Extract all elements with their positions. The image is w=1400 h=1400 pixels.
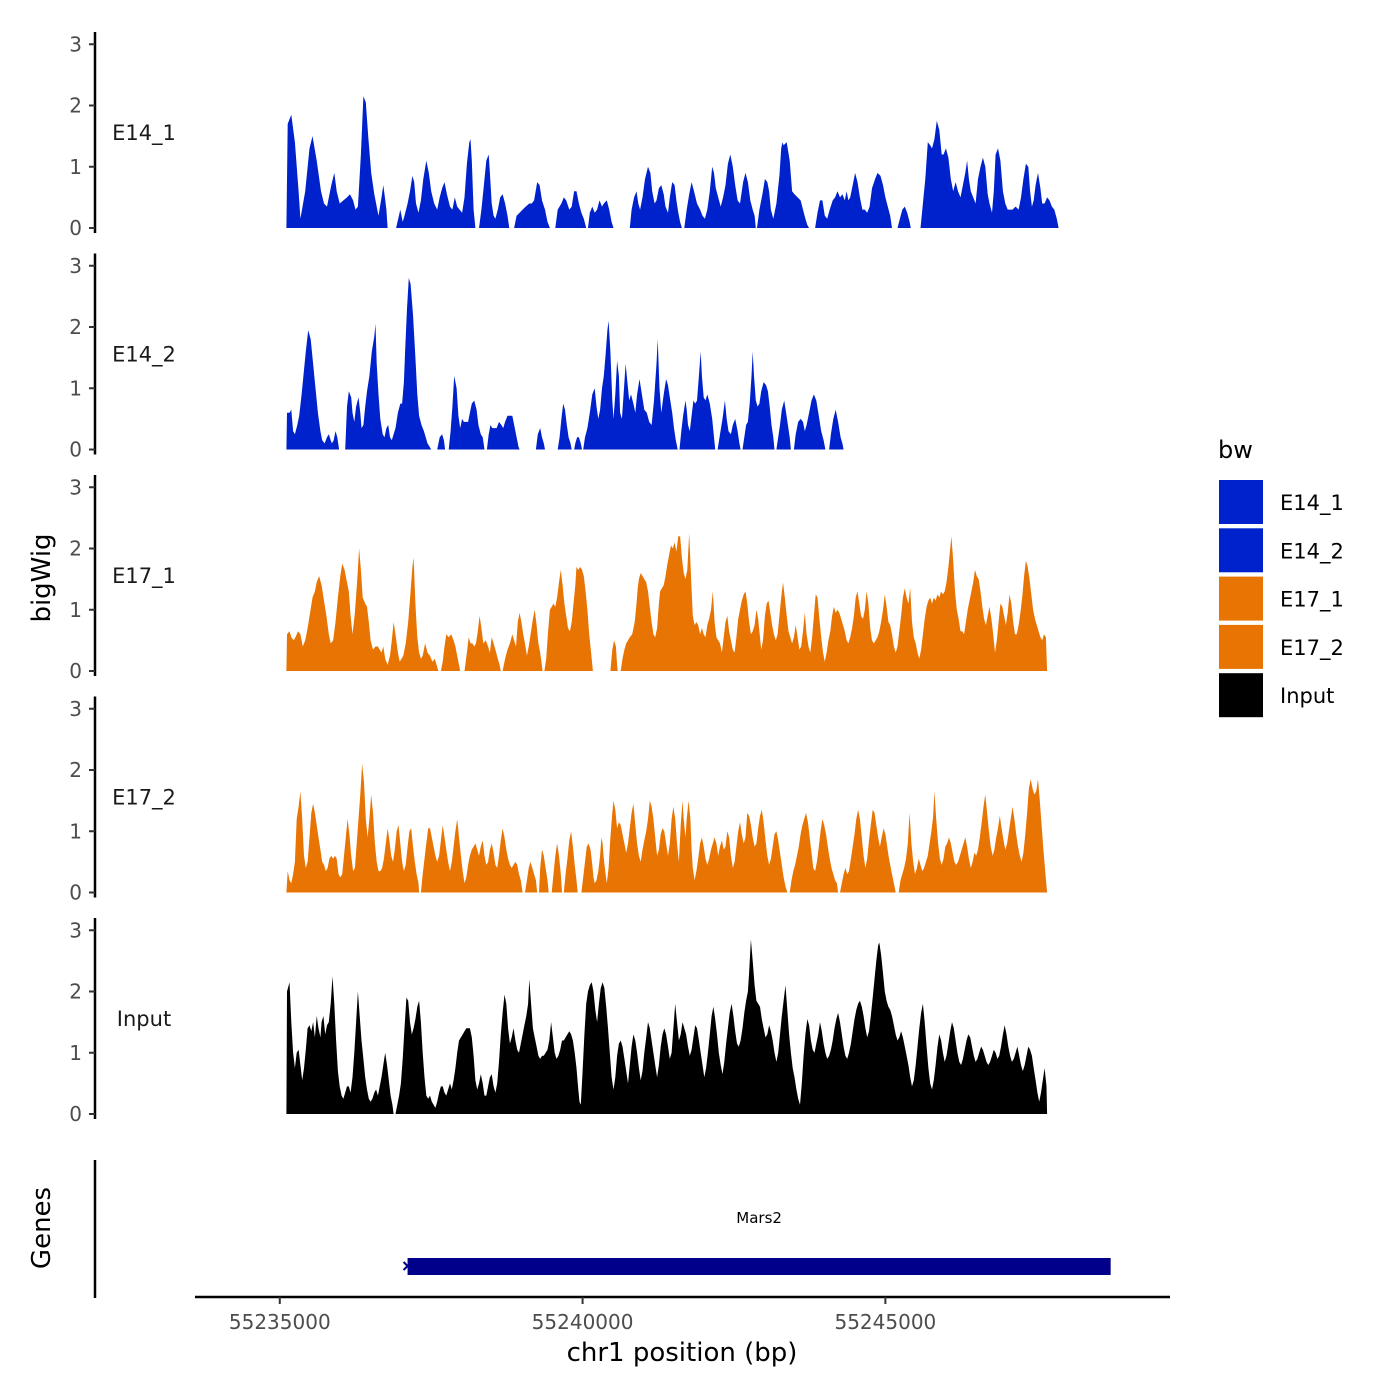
y-tick-label: 1: [69, 1041, 82, 1065]
legend-swatch: [1219, 576, 1263, 621]
signal-area-E14_2: [286, 278, 844, 450]
signal-area-E17_1: [286, 533, 1048, 671]
track-E14_1: 0 1 2 3 E14_1: [69, 32, 1059, 240]
signal-area-E17_2: [286, 763, 1048, 893]
legend-swatch: [1219, 528, 1263, 573]
y-tick-label: 1: [69, 819, 82, 843]
legend-label: E14_2: [1280, 539, 1344, 564]
legend-label: Input: [1280, 684, 1334, 708]
x-axis: 55235000 55240000 55245000: [195, 1295, 1170, 1334]
x-tick-label: 55245000: [834, 1310, 936, 1334]
signal-area-Input: [286, 939, 1048, 1114]
y-tick-label: 0: [69, 216, 82, 240]
signal-area-E14_1: [286, 96, 1059, 228]
track-E17_2: 0 1 2 3 E17_2: [69, 696, 1048, 905]
x-tick-label: 55240000: [532, 1310, 634, 1334]
track-label: E17_2: [112, 786, 176, 811]
track-E14_2: 0 1 2 3 E14_2: [69, 253, 844, 462]
y-axis-title: bigWig: [27, 533, 57, 622]
y-tick-label: 3: [69, 254, 82, 278]
tracks: 0 1 2 3 E14_1 0 1 2 3 E14_2 0 1 2 3 E17_1 0 1 2 3 E17_2 0 1 2 3…: [69, 32, 1059, 1126]
y-tick-label: 0: [69, 881, 82, 905]
legend-label: E14_1: [1280, 491, 1344, 516]
track-label: E14_2: [112, 343, 176, 368]
x-tick-label: 55235000: [229, 1310, 331, 1334]
legend-swatch: [1219, 624, 1263, 669]
gene-strand-marker: [402, 1261, 413, 1271]
y-tick-label: 1: [69, 376, 82, 400]
legend-swatch: [1219, 480, 1263, 524]
y-tick-label: 2: [69, 980, 82, 1004]
genes-track: Mars2: [93, 1160, 1111, 1298]
y-tick-label: 0: [69, 659, 82, 683]
track-Input: 0 1 2 3 Input: [69, 918, 1048, 1126]
gene-body-Mars2: [407, 1258, 1111, 1275]
legend-label: E17_1: [1280, 588, 1344, 613]
genes-axis-title: Genes: [27, 1187, 57, 1269]
legend-swatch: [1219, 673, 1263, 718]
y-tick-label: 3: [69, 697, 82, 721]
track-label: E17_1: [112, 564, 176, 589]
legend-title: bw: [1218, 436, 1253, 464]
y-tick-label: 2: [69, 758, 82, 782]
y-tick-label: 3: [69, 918, 82, 942]
y-tick-label: 2: [69, 94, 82, 118]
y-tick-label: 0: [69, 438, 82, 462]
x-axis-title: chr1 position (bp): [567, 1338, 798, 1368]
track-label: E14_1: [112, 121, 176, 146]
legend-label: E17_2: [1280, 636, 1344, 661]
track-E17_1: 0 1 2 3 E17_1: [69, 475, 1048, 683]
track-label: Input: [117, 1007, 171, 1031]
y-tick-label: 2: [69, 537, 82, 561]
y-tick-label: 0: [69, 1102, 82, 1126]
y-tick-label: 2: [69, 315, 82, 339]
y-tick-label: 3: [69, 475, 82, 499]
y-tick-label: 1: [69, 598, 82, 622]
y-tick-label: 1: [69, 155, 82, 179]
legend: bw E14_1 E14_2 E17_1 E17_2 Input: [1218, 436, 1344, 718]
y-tick-label: 3: [69, 32, 82, 56]
gene-label: Mars2: [736, 1209, 782, 1227]
